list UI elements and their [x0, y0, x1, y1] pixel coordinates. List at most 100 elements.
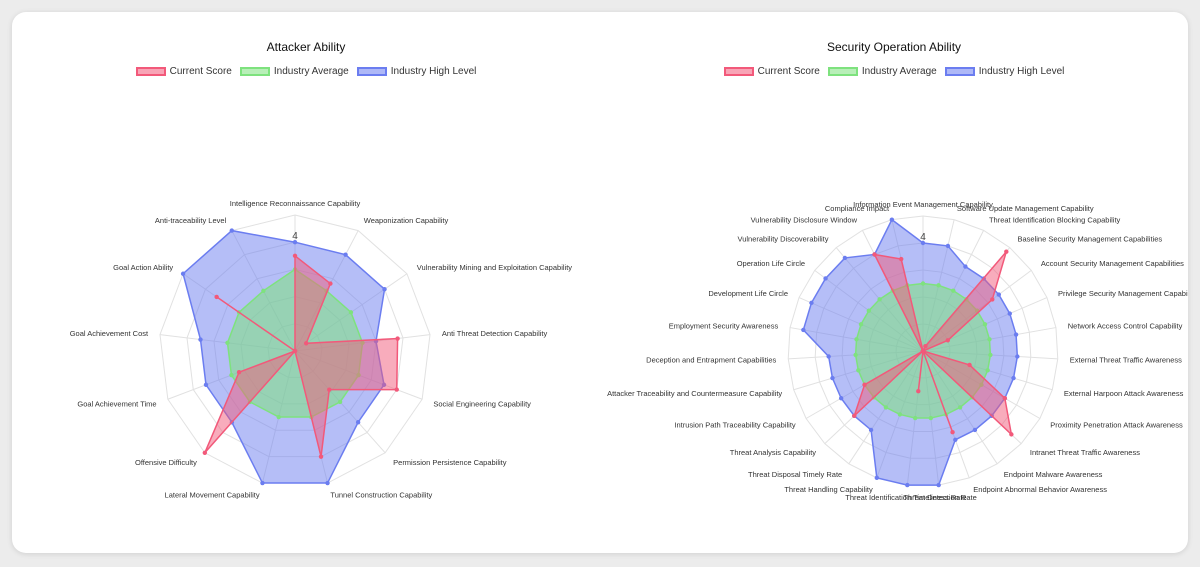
data-point-average[interactable] — [987, 337, 992, 342]
data-point-high[interactable] — [996, 292, 1002, 297]
data-point-current[interactable] — [292, 253, 298, 258]
category-label: Employment Security Awareness — [669, 321, 779, 330]
data-point-average[interactable] — [854, 337, 859, 342]
data-point-high[interactable] — [953, 437, 958, 443]
data-point-current[interactable] — [328, 281, 333, 286]
data-point-current[interactable] — [852, 413, 857, 419]
data-point-high[interactable] — [1007, 311, 1012, 316]
data-point-current[interactable] — [945, 338, 950, 343]
data-point-average[interactable] — [883, 405, 889, 410]
data-point-current[interactable] — [1002, 396, 1008, 401]
data-point-current[interactable] — [1004, 249, 1009, 254]
data-point-average[interactable] — [982, 322, 988, 327]
data-point-high[interactable] — [963, 264, 968, 269]
data-point-high[interactable] — [180, 271, 186, 276]
data-point-high[interactable] — [1013, 332, 1019, 337]
data-point-current[interactable] — [990, 297, 995, 302]
category-label: Weaponization Capability — [364, 216, 449, 225]
data-point-average[interactable] — [985, 368, 990, 373]
data-point-average[interactable] — [348, 310, 354, 315]
data-point-average[interactable] — [229, 372, 234, 378]
data-point-current[interactable] — [923, 343, 928, 349]
data-point-high[interactable] — [842, 255, 848, 261]
category-label: Threat Identification Timeliness Rate — [845, 493, 966, 502]
data-point-high[interactable] — [1015, 354, 1020, 359]
data-point-high[interactable] — [203, 382, 209, 387]
data-point-average[interactable] — [877, 297, 882, 302]
legend-swatch-average — [239, 67, 270, 76]
data-point-high[interactable] — [229, 228, 234, 233]
data-point-average[interactable] — [928, 415, 934, 421]
category-label: Anti Threat Detection Capability — [442, 329, 548, 338]
data-point-average[interactable] — [858, 322, 864, 327]
data-point-average[interactable] — [866, 308, 872, 313]
data-point-current[interactable] — [920, 348, 926, 354]
data-point-average[interactable] — [276, 414, 281, 420]
data-point-high[interactable] — [823, 276, 828, 281]
legend-label: Industry High Level — [390, 66, 477, 77]
data-point-high[interactable] — [809, 300, 814, 306]
data-point-high[interactable] — [838, 396, 844, 401]
data-point-current[interactable] — [916, 389, 921, 394]
category-label: Deception and Entrapment Capabilities — [646, 356, 776, 365]
data-point-high[interactable] — [801, 327, 806, 333]
data-point-high[interactable] — [874, 475, 880, 481]
data-point-current[interactable] — [899, 256, 904, 262]
data-point-average[interactable] — [853, 352, 858, 358]
data-point-current[interactable] — [862, 382, 867, 387]
data-point-current[interactable] — [395, 336, 400, 341]
data-point-high[interactable] — [382, 286, 387, 292]
data-point-current[interactable] — [303, 341, 309, 346]
data-point-average[interactable] — [856, 368, 861, 373]
data-point-current[interactable] — [872, 252, 877, 257]
data-point-average[interactable] — [988, 352, 993, 358]
data-point-current[interactable] — [318, 454, 324, 459]
legend-item-average[interactable]: Industry Average — [827, 66, 937, 77]
data-point-high[interactable] — [1011, 375, 1016, 381]
data-point-high[interactable] — [198, 337, 203, 342]
data-point-average[interactable] — [337, 399, 343, 405]
data-point-high[interactable] — [905, 482, 910, 488]
data-point-high[interactable] — [325, 480, 330, 486]
data-point-current[interactable] — [950, 429, 955, 435]
data-point-average[interactable] — [957, 405, 963, 410]
data-point-current[interactable] — [292, 348, 298, 354]
data-point-high[interactable] — [826, 354, 831, 359]
legend-item-high[interactable]: Industry High Level — [944, 66, 1064, 77]
data-point-high[interactable] — [260, 480, 265, 486]
data-point-current[interactable] — [202, 450, 208, 455]
data-point-high[interactable] — [868, 427, 874, 433]
data-point-average[interactable] — [912, 415, 918, 421]
data-point-current[interactable] — [236, 370, 242, 375]
legend-item-current[interactable]: Current Score — [723, 66, 820, 77]
data-point-high[interactable] — [830, 375, 835, 381]
legend-label: Industry Average — [861, 66, 937, 77]
data-point-average[interactable] — [936, 283, 941, 288]
data-point-high[interactable] — [920, 240, 926, 246]
data-point-high[interactable] — [889, 217, 895, 222]
data-point-high[interactable] — [936, 482, 941, 488]
data-point-average[interactable] — [261, 288, 266, 293]
data-point-average[interactable] — [920, 281, 926, 286]
data-point-current[interactable] — [394, 387, 399, 392]
data-point-current[interactable] — [1009, 432, 1014, 437]
data-point-average[interactable] — [225, 340, 230, 346]
data-point-high[interactable] — [945, 243, 951, 249]
legend-item-high[interactable]: Industry High Level — [356, 66, 477, 77]
data-point-current[interactable] — [327, 387, 332, 392]
data-point-high[interactable] — [292, 240, 298, 245]
data-point-average[interactable] — [951, 288, 956, 293]
category-label: Goal Action Ability — [113, 263, 173, 272]
series-area-current — [204, 254, 399, 457]
data-point-high[interactable] — [972, 427, 978, 433]
data-point-high[interactable] — [355, 420, 361, 425]
legend-item-current[interactable]: Current Score — [135, 66, 232, 77]
legend-item-average[interactable]: Industry Average — [239, 66, 349, 77]
category-label: Threat Disposal Timely Rate — [748, 470, 842, 479]
category-label: Vulnerability Mining and Exploitation Ca… — [417, 263, 572, 272]
data-point-current[interactable] — [967, 362, 972, 368]
data-point-high[interactable] — [343, 252, 348, 257]
data-point-current[interactable] — [214, 294, 219, 300]
data-point-average[interactable] — [897, 412, 903, 417]
category-label: Intranet Threat Traffic Awareness — [1030, 448, 1140, 457]
